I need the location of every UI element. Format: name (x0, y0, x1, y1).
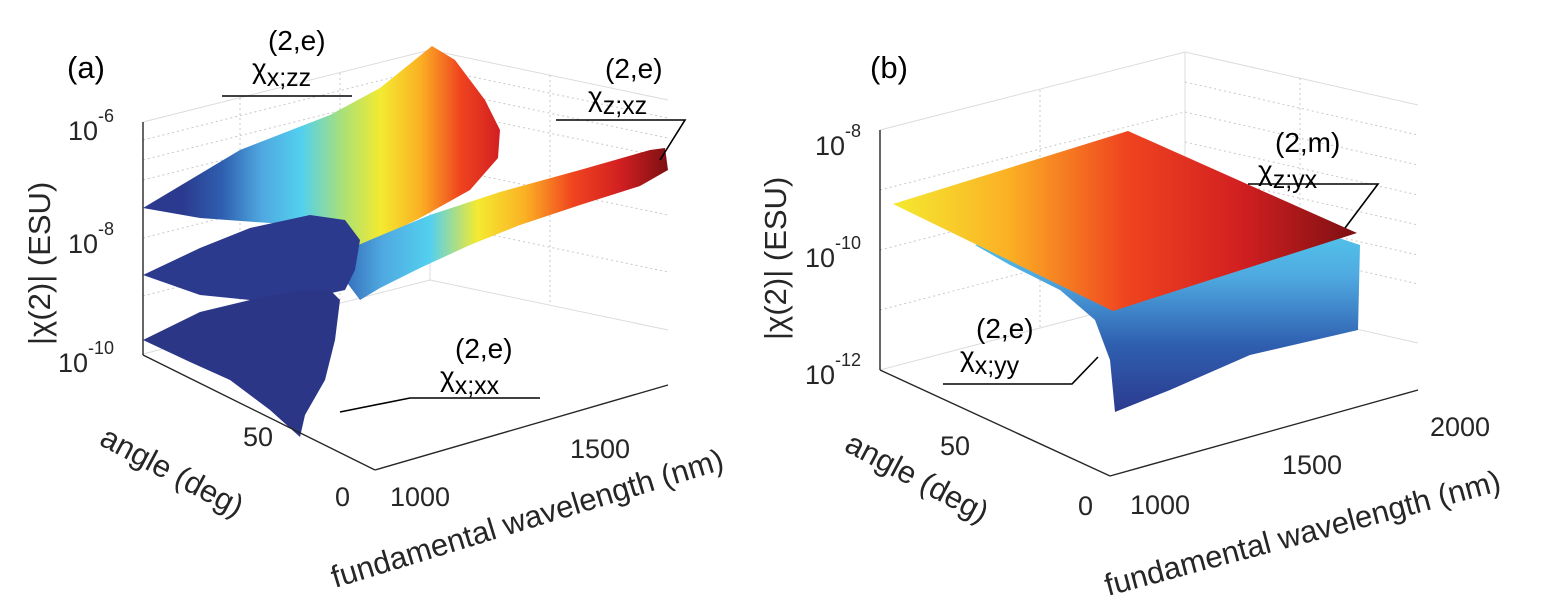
panel-a-label: (a) (67, 50, 105, 85)
panel-b-z-tick-base: 10 (805, 243, 835, 273)
panel-b-z-tick-exp: -10 (835, 233, 861, 253)
anno-sup: (2,e) (976, 313, 1034, 344)
panel-b-y-label: angle (deg) (840, 425, 995, 530)
panel-b: 10 -8 10 -10 10 -12 50 0 1000 1500 2000 … (758, 50, 1504, 603)
panel-b-x-label: fundamental wavelength (nm) (1101, 463, 1505, 603)
panel-a-y-tick: 50 (243, 422, 273, 452)
anno-sub: x;zz (267, 64, 311, 92)
svg-text:χx;zz: χx;zz (252, 53, 311, 92)
anno-sup: (2,e) (268, 25, 326, 56)
annotation-chi-x-zz: χx;zz (2,e) (222, 25, 352, 97)
chi-symbol: χ (252, 53, 267, 84)
panel-b-z-tick-base: 10 (815, 131, 845, 161)
svg-text:χz;xz: χz;xz (588, 81, 647, 120)
panel-a-z-tick-base: 10 (68, 116, 98, 146)
svg-text:χz;yx: χz;yx (1258, 155, 1318, 194)
chi-symbol: χ (960, 341, 975, 372)
panel-b-y-tick: 50 (940, 431, 970, 461)
anno-sub: x;xx (455, 372, 500, 400)
chi-symbol: χ (1258, 155, 1273, 186)
panel-b-x-tick: 1000 (1130, 490, 1190, 520)
panel-b-z-tick-exp: -8 (845, 121, 861, 141)
anno-sub: z;xz (603, 92, 647, 120)
anno-sup: (2,e) (605, 53, 663, 84)
panel-a-x-tick: 1500 (570, 434, 630, 464)
panel-a-z-tick-exp: -10 (88, 338, 114, 358)
panel-b-y-axis (879, 369, 1111, 477)
panel-a-x-label: fundamental wavelength (nm) (327, 442, 728, 595)
panel-a-z-tick-exp: -8 (98, 219, 114, 239)
panel-b-x-tick: 1500 (1282, 450, 1342, 480)
panel-a-y-tick: 0 (335, 482, 350, 512)
panel-a-y-label: angle (deg) (95, 419, 250, 524)
panel-a-z-tick-exp: -6 (98, 106, 114, 126)
panel-b-label: (b) (870, 50, 908, 85)
panel-a-y-axis (142, 354, 376, 471)
anno-sup: (2,e) (455, 333, 513, 364)
chi-symbol: χ (588, 81, 603, 112)
anno-sub: x;yy (975, 352, 1020, 380)
annotation-chi-z-yx: χz;yx (2,m) (1248, 127, 1380, 229)
anno-sub: z;yx (1273, 166, 1318, 194)
panel-a: 10 -6 10 -8 10 -10 50 0 1000 1500 |χ(2)|… (22, 25, 728, 595)
annotation-chi-x-yy: χx;yy (2,e) (943, 313, 1099, 385)
panel-b-x-tick: 2000 (1430, 412, 1490, 442)
panel-b-z-tick-base: 10 (805, 360, 835, 390)
anno-sup: (2,m) (1275, 127, 1340, 158)
surface-chi-x-xx (143, 290, 340, 437)
panel-a-z-label: |χ(2)| (ESU) (22, 182, 57, 345)
panel-a-x-tick: 1000 (390, 482, 450, 512)
annotation-chi-z-xz: χz;xz (2,e) (556, 53, 687, 161)
surface-chi-x-zz (143, 46, 500, 258)
surface-lower-sheet (143, 215, 360, 300)
panel-b-x-axis (1109, 389, 1419, 477)
annotation-chi-x-xx: χx;xx (2,e) (339, 333, 540, 413)
panel-b-z-label: |χ(2)| (ESU) (758, 177, 793, 340)
panel-b-y-tick: 0 (1078, 491, 1093, 521)
panel-a-x-axis (374, 384, 669, 471)
panel-a-z-tick-base: 10 (68, 229, 98, 259)
svg-text:χx;xx: χx;xx (440, 361, 500, 400)
surface-chi-z-xz (335, 148, 668, 300)
surface-chi-z-yx (893, 131, 1357, 311)
svg-text:χx;yy: χx;yy (960, 341, 1020, 380)
panel-a-z-tick-base: 10 (58, 348, 88, 378)
chi-symbol: χ (440, 361, 455, 392)
panel-b-z-tick-exp: -12 (835, 350, 861, 370)
